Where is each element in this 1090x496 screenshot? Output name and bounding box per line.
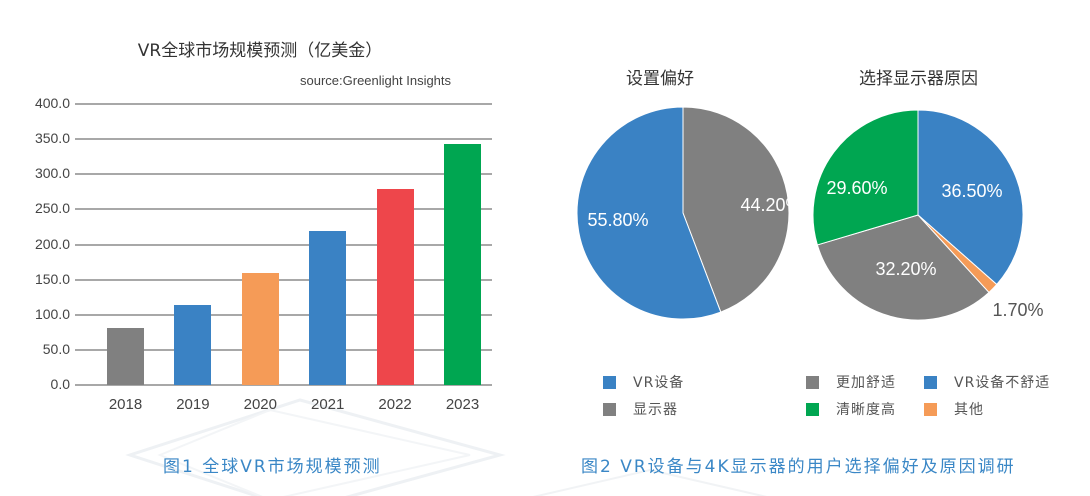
- legend-item-more-comfortable: 更加舒适: [806, 372, 896, 392]
- bar-2021: [309, 231, 347, 385]
- legend-item-vr-uncomfortable: VR设备不舒适: [924, 372, 1050, 392]
- chart-title: VR全球市场规模预测（亿美金）: [137, 41, 383, 61]
- legend-swatch: [806, 402, 819, 416]
- bar-2020: [241, 272, 279, 385]
- gridline: [75, 103, 492, 105]
- pie1-label-display: 44.20%: [740, 195, 802, 215]
- legend-swatch: [603, 402, 616, 416]
- y-tick-label: 0.0: [50, 376, 70, 392]
- bar-2019: [174, 304, 212, 385]
- legend-item-display: 显示器: [603, 399, 678, 419]
- x-tick-label: 2023: [445, 396, 480, 413]
- y-tick-label: 100.0: [34, 305, 70, 322]
- pie2-label-other: 1.70%: [992, 300, 1044, 320]
- legend-label: VR设备: [633, 375, 685, 391]
- y-tick-label: 350.0: [34, 130, 70, 147]
- x-tick-label: 2018: [108, 396, 143, 413]
- y-tick-label: 150.0: [34, 270, 70, 287]
- gridline: [75, 243, 492, 246]
- legend-item-vr-device: VR设备: [603, 372, 684, 392]
- x-tick-label: 2022: [378, 396, 412, 413]
- pie2-label-more-comfortable: 32.20%: [875, 259, 937, 279]
- legend-label: 其他: [954, 402, 984, 418]
- gridline: [75, 138, 492, 141]
- legend-swatch: [924, 402, 937, 416]
- bar-2023: [444, 144, 481, 385]
- legend-label: 显示器: [633, 402, 678, 418]
- bar-2018: [107, 328, 144, 385]
- pie2-title: 选择显示器原因: [859, 69, 978, 89]
- gridline: [75, 313, 492, 316]
- legend-item-clarity: 清晰度高: [806, 399, 896, 419]
- gridline: [75, 348, 492, 351]
- y-tick-label: 50.0: [42, 340, 70, 357]
- figure1-caption: 图1 全球VR市场规模预测: [163, 457, 382, 477]
- figure2-caption: 图2 VR设备与4K显示器的用户选择偏好及原因调研: [581, 457, 1016, 477]
- pie1-label-vr: 55.80%: [587, 210, 649, 230]
- legend-swatch: [924, 375, 937, 389]
- x-tick-label: 2019: [176, 396, 210, 413]
- legend-label: VR设备不舒适: [954, 375, 1051, 391]
- y-tick-label: 250.0: [34, 200, 70, 217]
- pie2-label-vr-uncomfortable: 36.50%: [941, 181, 1003, 201]
- legend-swatch: [806, 375, 819, 389]
- pie2-slice: [812, 109, 919, 246]
- gridline: [75, 173, 492, 176]
- gridline: [75, 384, 492, 386]
- x-tick-label: 2021: [311, 396, 345, 413]
- pie1-title: 设置偏好: [626, 69, 694, 89]
- legend-label: 清晰度高: [836, 402, 896, 418]
- pie2-slice: [816, 214, 990, 321]
- y-tick-label: 300.0: [34, 165, 70, 182]
- legend-label: 更加舒适: [836, 375, 896, 391]
- y-tick-label: 200.0: [34, 235, 70, 252]
- legend-item-other: 其他: [924, 399, 984, 419]
- gridline: [75, 278, 492, 281]
- x-tick-label: 2020: [243, 396, 277, 413]
- gridline: [75, 208, 492, 211]
- pie1-slice: [682, 106, 790, 313]
- y-tick-label: 400.0: [34, 95, 70, 111]
- pie1-slice: [576, 106, 722, 320]
- pie2-slice: [917, 109, 1024, 286]
- bar-2022: [376, 189, 414, 385]
- pie2-label-clarity: 29.60%: [826, 178, 888, 198]
- legend-swatch: [603, 375, 616, 389]
- chart-source: source:Greenlight Insights: [300, 73, 452, 88]
